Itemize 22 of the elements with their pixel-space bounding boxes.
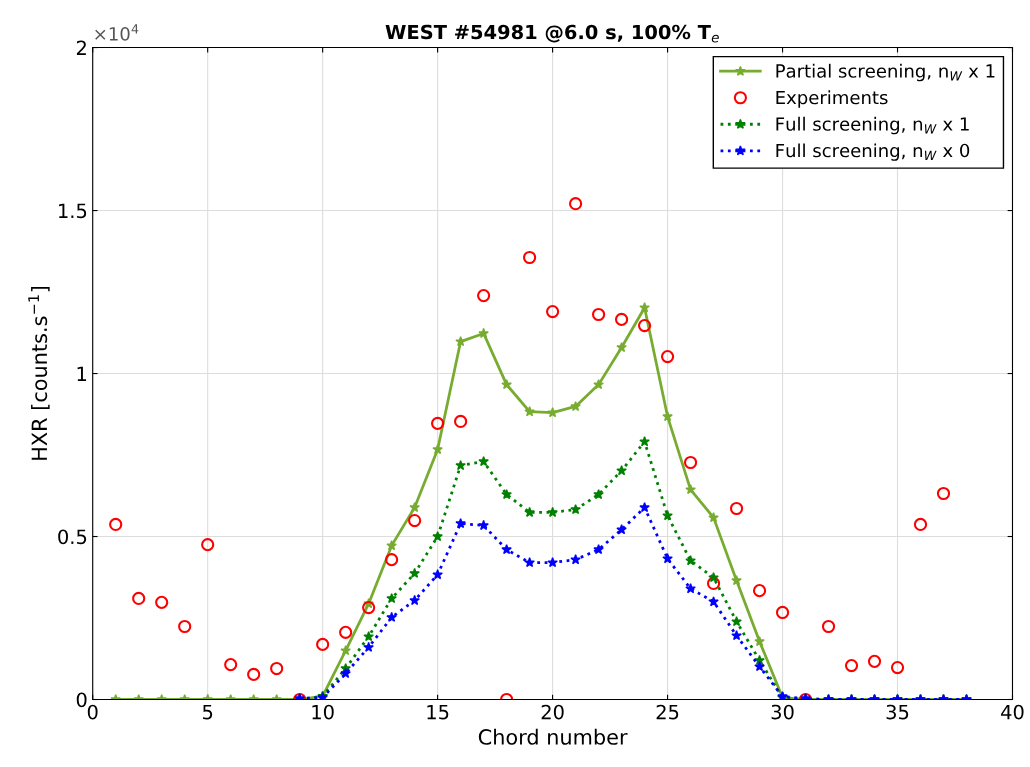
x-tick-label: 5 [202,704,213,720]
x-tick-label: 0 [87,704,98,720]
x-axis-title: Chord number [478,728,628,745]
text: ×10$^{4}$ [95,24,139,41]
x-tick-label: 20 [541,704,564,720]
x-tick-label: 10 [312,704,334,720]
y-tick-label: 0 [76,692,87,708]
x-tick-label: 40 [1001,704,1024,720]
x-tick-label: 35 [886,704,909,720]
chart-title: WEST #54981 @6.0 s, 100% T$_{e}$ [385,24,719,43]
y-tick-label: 1 [77,366,87,381]
y-axis-title: HXR [counts.s$^{−1}$] [28,286,50,460]
x-tick-label: 15 [427,704,449,720]
y-tick-label: 1.5 [59,203,87,219]
legend-label: Experiments [776,90,888,108]
legend-label: Full screening, n$_{W}$ x 1 [776,116,969,135]
legend-label: Partial screening, n$_{W}$ x 1 [776,63,995,82]
y-tick-label: 0.5 [58,529,87,545]
x-tick-label: 30 [771,704,794,720]
y-tick-label: 2 [76,40,86,55]
legend-label: Full screening, n$_{W}$ x 0 [776,143,970,161]
x-tick-label: 25 [656,704,679,720]
